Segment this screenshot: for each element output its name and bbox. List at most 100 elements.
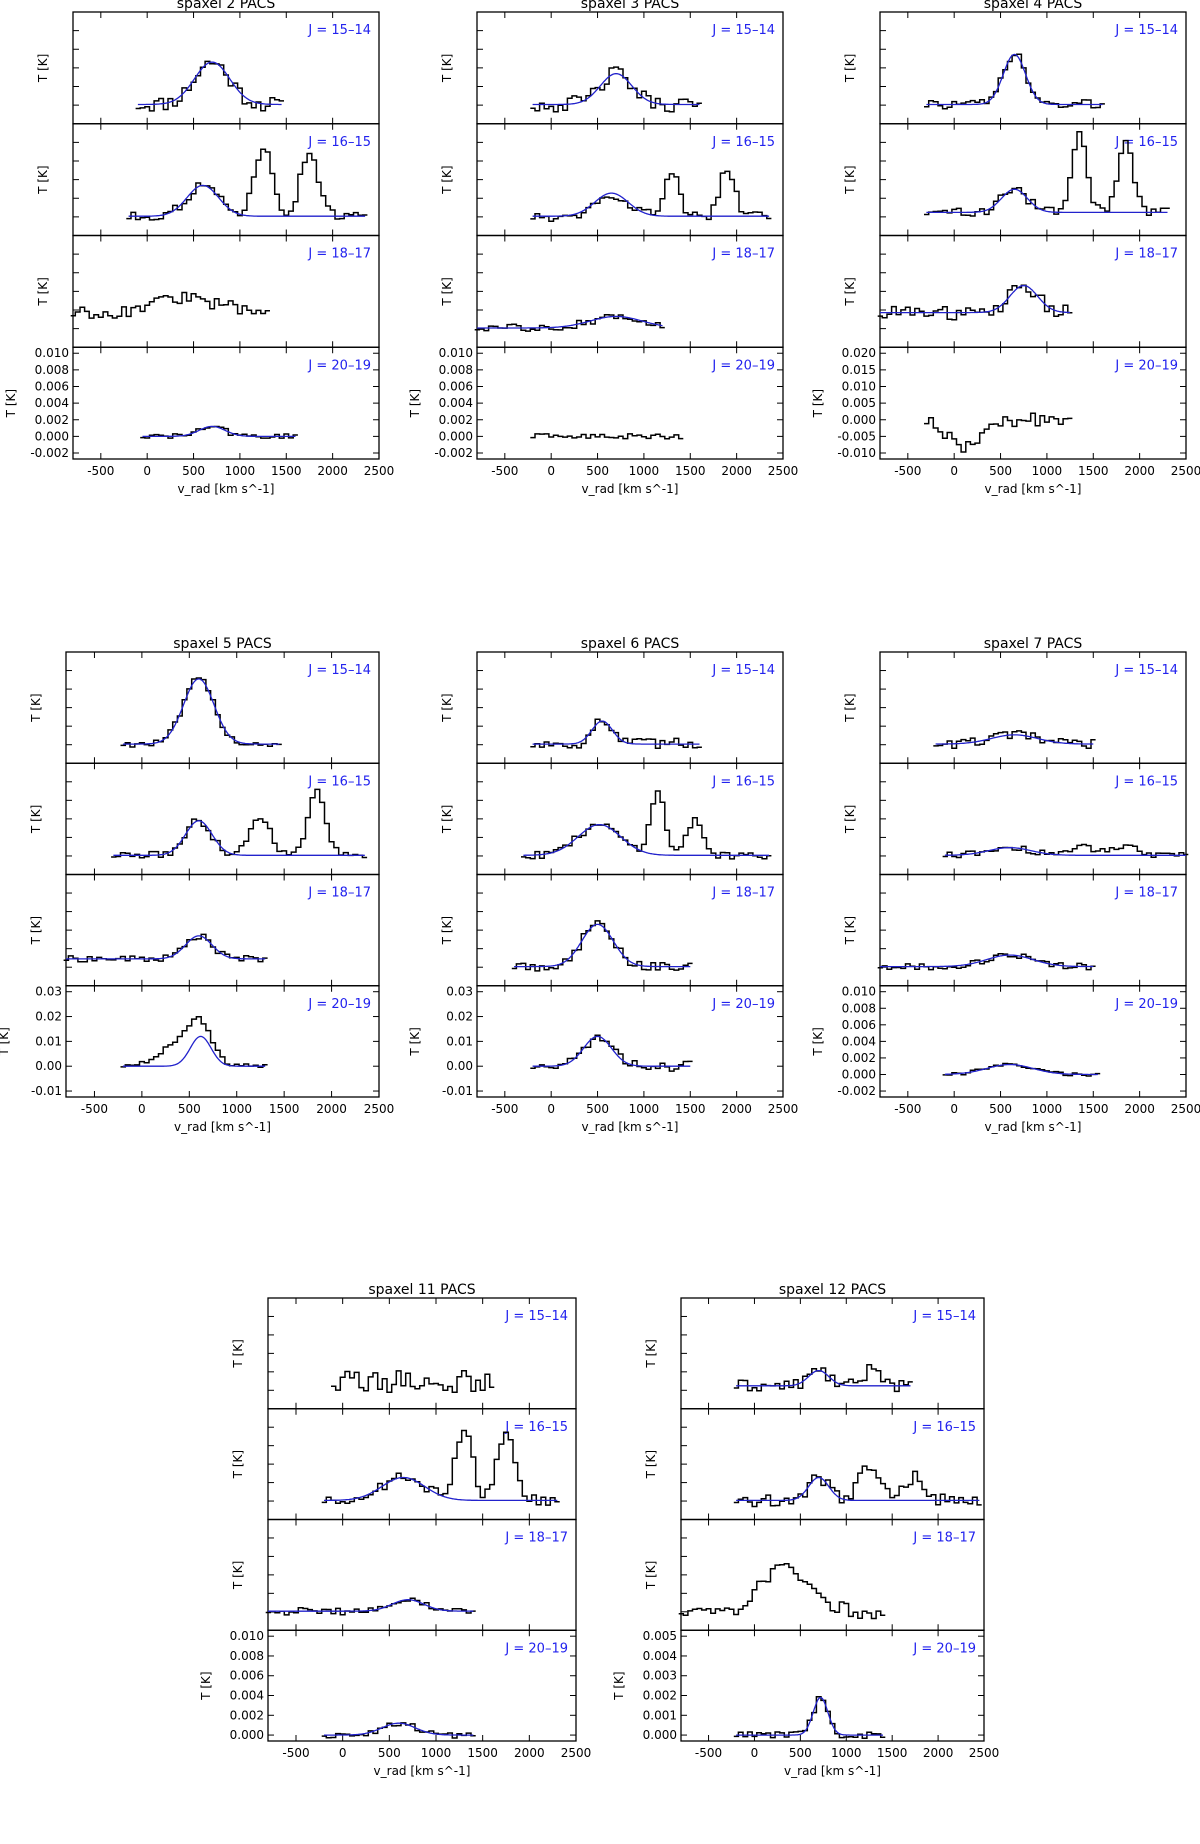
transition-label: J = 15–14 [1114,23,1178,38]
panel-2: T [K] J = 16–15 [843,123,1187,237]
x-tick-label: 1000 [831,1746,862,1760]
x-tick-label: 0 [751,1746,759,1760]
panel-3: T [K] J = 18–17 [36,234,380,348]
spectrum-line [733,1364,913,1393]
y-axis-label: T [K] [36,277,50,306]
x-tick-label: -500 [491,1102,518,1116]
x-tick-label: 0 [950,1102,958,1116]
transition-label: J = 15–14 [307,23,371,38]
spectrum-line [924,53,1105,110]
x-tick-label: 1000 [221,1102,252,1116]
gaussian-fit-line [268,1599,474,1612]
y-tick-label: 0.004 [35,396,69,410]
x-tick-label: 2000 [721,464,752,478]
chart-s7: spaxel 7 PACS T [K] J = 15–14 T [K] J = 16–1… [811,636,1200,1134]
transition-label: J = 18–17 [1114,886,1178,901]
spectrum-line [511,920,693,972]
gaussian-fit-line [880,284,1071,314]
gaussian-fit-line [122,678,280,745]
y-axis-label: T [K] [843,916,857,945]
y-axis-label: T [K] [843,54,857,83]
y-tick-label: 0.03 [446,985,473,999]
transition-label: J = 15–14 [307,663,371,678]
y-tick-label: 0.004 [230,1689,264,1703]
chart-s3: spaxel 3 PACS T [K] J = 15–14 T [K] J = 16–1… [408,0,798,496]
y-tick-label: 0.006 [35,379,69,393]
y-axis-label: T [K] [440,54,454,83]
y-axis-label: T [K] [440,916,454,945]
gaussian-fit-line [532,1035,691,1067]
y-tick-label: 0.00 [446,1059,473,1073]
chart-s2: spaxel 2 PACS T [K] J = 15–14 T [K] J = 16–1… [4,0,394,496]
transition-label: J = 15–14 [504,1309,568,1324]
x-tick-label: -500 [894,464,921,478]
spectrum-line [678,1563,886,1620]
panel-4: 0.000 0.002 0.004 0.006 0.008 0.010 T [K] J = 2… [199,1629,577,1742]
y-tick-label: 0.000 [35,429,69,443]
x-tick-label: 1000 [629,464,660,478]
transition-label: J = 16–15 [504,1420,568,1435]
gaussian-fit-line [137,61,282,106]
y-tick-label: 0.003 [643,1669,677,1683]
gaussian-fit-line [736,1369,911,1387]
gaussian-fit-line [532,720,700,745]
y-tick-label: 0.000 [439,429,473,443]
panel-3: T [K] J = 18–17 [440,873,784,987]
x-tick-label: 2000 [1124,1102,1155,1116]
y-axis-label: T [K] [29,693,43,722]
panel-2: T [K] J = 16–15 [29,762,380,876]
x-tick-label: 2000 [1124,464,1155,478]
x-tick-label: 500 [586,464,609,478]
x-tick-label: 1000 [225,464,256,478]
x-tick-label: 2000 [317,464,348,478]
gaussian-fit-line [532,73,700,106]
y-tick-label: 0.002 [842,1051,876,1065]
gaussian-fit-line [736,1476,980,1502]
chart-title: spaxel 3 PACS [581,0,680,12]
y-tick-label: -0.002 [30,446,69,460]
y-axis-label: T [K] [4,389,18,418]
spectrum-line [530,433,684,440]
x-tick-label: -500 [695,1746,722,1760]
y-tick-label: 0.005 [643,1629,677,1643]
transition-label: J = 15–14 [1114,663,1178,678]
y-tick-label: -0.010 [837,446,876,460]
x-tick-label: 500 [378,1746,401,1760]
y-axis-label: T [K] [29,916,43,945]
y-tick-label: -0.002 [837,1084,876,1098]
gaussian-fit-line [66,935,266,960]
spectrum-line [733,1696,886,1739]
spectrum-line [70,291,270,319]
x-tick-label: 0 [547,1102,555,1116]
y-tick-label: -0.002 [434,446,473,460]
panel-frame [267,1629,577,1742]
y-tick-label: 0.006 [230,1669,264,1683]
x-tick-label: 0 [950,464,958,478]
y-axis-label: T [K] [408,1027,422,1056]
x-tick-label: -500 [894,1102,921,1116]
gaussian-fit-line [324,1722,474,1736]
gaussian-fit-line [926,188,1168,214]
panel-3: T [K] J = 18–17 [29,873,380,987]
panel-2: T [K] J = 16–15 [440,123,784,237]
spectrum-line [111,788,368,859]
x-tick-label: 1500 [877,1746,908,1760]
gaussian-fit-line [477,315,663,329]
chart-title: spaxel 5 PACS [173,636,272,652]
x-tick-label: 0 [138,1102,146,1116]
gaussian-fit-line [514,923,691,968]
chart-s5: spaxel 5 PACS T [K] J = 15–14 T [K] J = 16–1… [0,636,394,1134]
chart-title: spaxel 11 PACS [368,1282,475,1298]
gaussian-fit-line [128,184,366,217]
transition-label: J = 16–15 [307,774,371,789]
panel-3: T [K] J = 18–17 [843,234,1187,348]
y-tick-label: 0.002 [439,413,473,427]
gaussian-fit-line [944,1063,1098,1076]
chart-s4: spaxel 4 PACS T [K] J = 15–14 T [K] J = 16–1… [811,0,1200,496]
y-axis-label: T [K] [644,1339,658,1368]
transition-label: J = 15–14 [711,663,775,678]
transition-label: J = 18–17 [307,247,371,262]
panel-4: -0.01 0.00 0.01 0.02 0.03 T [K] J = 20–19 [0,985,380,1098]
x-tick-label: 0 [143,464,151,478]
